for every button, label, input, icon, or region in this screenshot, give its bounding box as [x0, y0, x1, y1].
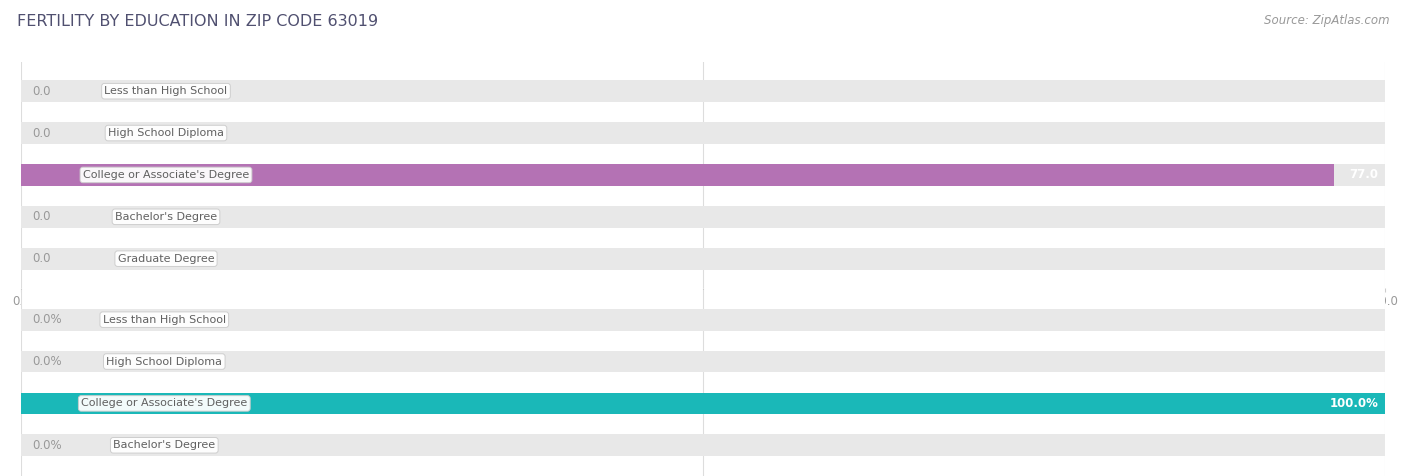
Text: 0.0%: 0.0% [32, 355, 62, 368]
Text: High School Diploma: High School Diploma [108, 128, 224, 138]
Text: 0.0: 0.0 [32, 252, 51, 265]
Text: 100.0%: 100.0% [1329, 397, 1378, 410]
Text: 0.0%: 0.0% [32, 313, 62, 326]
Text: 0.0: 0.0 [32, 127, 51, 139]
Text: Graduate Degree: Graduate Degree [118, 254, 214, 264]
Bar [21, 164, 1334, 186]
Text: High School Diploma: High School Diploma [107, 357, 222, 367]
Bar [21, 248, 1385, 269]
Text: Source: ZipAtlas.com: Source: ZipAtlas.com [1264, 14, 1389, 27]
Text: Bachelor's Degree: Bachelor's Degree [114, 440, 215, 450]
Text: College or Associate's Degree: College or Associate's Degree [83, 170, 249, 180]
Text: 77.0: 77.0 [1350, 169, 1378, 181]
Text: FERTILITY BY EDUCATION IN ZIP CODE 63019: FERTILITY BY EDUCATION IN ZIP CODE 63019 [17, 14, 378, 30]
Bar [21, 351, 1385, 372]
Bar [21, 164, 1385, 186]
Text: 0.0: 0.0 [32, 210, 51, 223]
Bar [21, 122, 1385, 144]
Text: Less than High School: Less than High School [103, 315, 226, 325]
Text: 0.0: 0.0 [32, 85, 51, 98]
Text: College or Associate's Degree: College or Associate's Degree [82, 398, 247, 408]
Bar [21, 206, 1385, 228]
Text: 0.0%: 0.0% [32, 439, 62, 452]
Text: Bachelor's Degree: Bachelor's Degree [115, 212, 217, 222]
Bar [21, 393, 1385, 414]
Text: Less than High School: Less than High School [104, 86, 228, 96]
Bar [21, 309, 1385, 330]
Bar [21, 80, 1385, 102]
Bar [21, 393, 1385, 414]
Bar [21, 435, 1385, 456]
